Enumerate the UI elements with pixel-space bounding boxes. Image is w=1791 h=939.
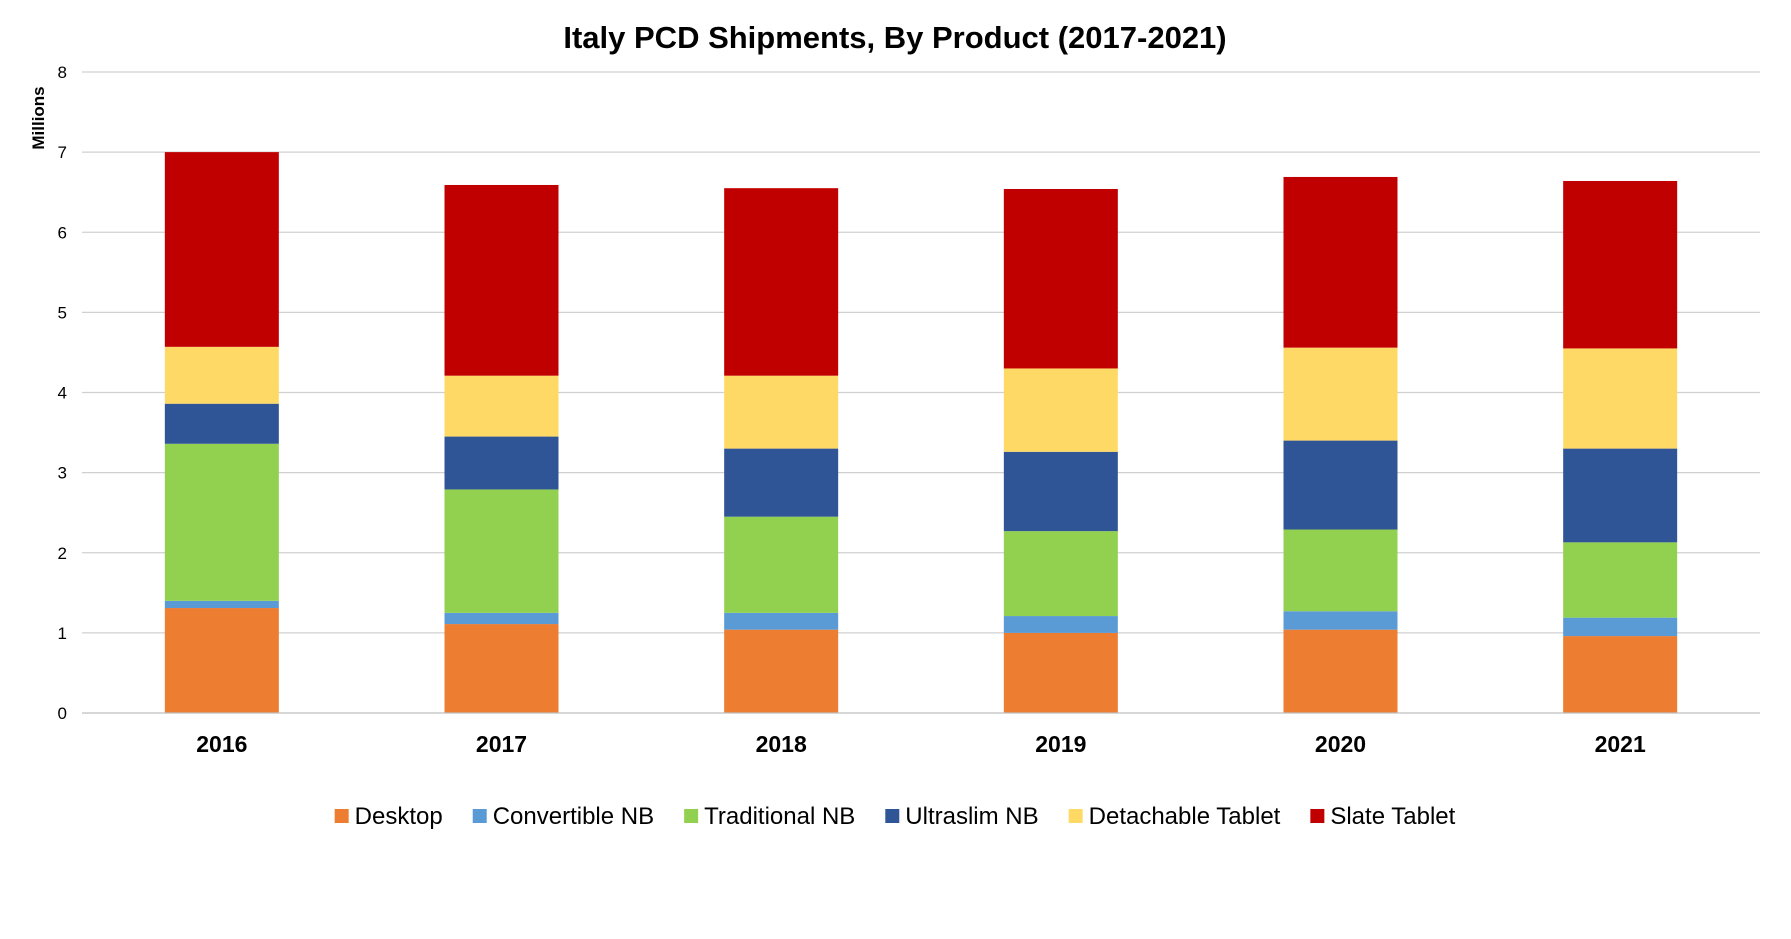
bar-segment-detachable-tablet-2017 — [444, 375, 559, 437]
x-axis-ticks: 2016 2017 2018 2019 2020 2021 — [196, 731, 1646, 757]
bar-segment-detachable-tablet-2021 — [1563, 348, 1678, 449]
bar-segment-convertible-nb-2018 — [724, 612, 839, 630]
bar-segment-traditional-nb-2018 — [724, 516, 839, 613]
x-tick-label: 2019 — [1035, 731, 1086, 757]
legend-swatch — [1310, 809, 1325, 823]
legend-label: Detachable Tablet — [1089, 803, 1281, 830]
gridlines — [82, 71, 1760, 634]
bar-segment-convertible-nb-2016 — [164, 600, 279, 609]
bar-segment-traditional-nb-2019 — [1003, 531, 1118, 617]
legend-item-convertible-nb: Convertible NB — [472, 803, 654, 830]
bar-segment-detachable-tablet-2019 — [1003, 368, 1118, 452]
x-tick-label: 2017 — [476, 731, 527, 757]
bar-segment-detachable-tablet-2016 — [164, 346, 279, 404]
legend-item-desktop: Desktop — [334, 803, 443, 830]
legend-label: Ultraslim NB — [905, 803, 1038, 830]
chart-title: Italy PCD Shipments, By Product (2017-20… — [563, 20, 1226, 55]
bar-segment-ultraslim-nb-2020 — [1283, 440, 1398, 530]
bar-segment-desktop-2017 — [444, 624, 559, 713]
bar-segment-detachable-tablet-2020 — [1283, 347, 1398, 441]
x-tick-label: 2018 — [756, 731, 807, 757]
bars — [164, 152, 1678, 713]
bar-segment-traditional-nb-2021 — [1563, 542, 1678, 618]
bar-segment-ultraslim-nb-2021 — [1563, 448, 1678, 543]
legend-swatch — [472, 809, 487, 823]
bar-segment-slate-tablet-2017 — [444, 184, 559, 376]
bar-segment-desktop-2019 — [1003, 632, 1118, 713]
bar-segment-detachable-tablet-2018 — [724, 375, 839, 449]
bar-segment-slate-tablet-2016 — [164, 152, 279, 347]
legend-label: Convertible NB — [493, 803, 654, 830]
legend-label: Slate Tablet — [1330, 803, 1455, 830]
legend: Desktop Convertible NB Traditional NB Ultra… — [334, 803, 1456, 830]
y-tick-label: 7 — [58, 143, 67, 162]
legend-swatch — [1068, 809, 1083, 823]
legend-label: Traditional NB — [704, 803, 855, 830]
y-axis-ticks: 0 1 2 3 4 5 6 7 8 — [58, 63, 67, 723]
bar-segment-ultraslim-nb-2019 — [1003, 451, 1118, 532]
bar-segment-slate-tablet-2021 — [1563, 180, 1678, 349]
bar-segment-desktop-2016 — [164, 608, 279, 713]
y-tick-label: 0 — [58, 704, 67, 723]
bar-segment-ultraslim-nb-2017 — [444, 436, 559, 490]
bar-segment-slate-tablet-2020 — [1283, 176, 1398, 348]
x-tick-label: 2020 — [1315, 731, 1366, 757]
bar-segment-convertible-nb-2020 — [1283, 611, 1398, 630]
legend-swatch — [885, 809, 900, 823]
bar-segment-ultraslim-nb-2016 — [164, 403, 279, 444]
y-tick-label: 5 — [58, 303, 67, 322]
bar-segment-slate-tablet-2018 — [724, 188, 839, 376]
bar-segment-convertible-nb-2021 — [1563, 617, 1678, 637]
x-tick-label: 2021 — [1595, 731, 1646, 757]
bar-segment-convertible-nb-2017 — [444, 612, 559, 625]
y-tick-label: 4 — [58, 384, 67, 403]
bar-segment-traditional-nb-2016 — [164, 443, 279, 601]
bar-segment-traditional-nb-2017 — [444, 489, 559, 613]
y-tick-label: 3 — [58, 464, 67, 483]
legend-item-detachable-tablet: Detachable Tablet — [1068, 803, 1281, 830]
legend-swatch — [334, 809, 349, 823]
y-tick-label: 2 — [58, 544, 67, 563]
bar-segment-desktop-2020 — [1283, 629, 1398, 713]
y-tick-label: 1 — [58, 624, 67, 643]
y-tick-label: 8 — [58, 63, 67, 82]
legend-label: Desktop — [355, 803, 443, 830]
bar-segment-convertible-nb-2019 — [1003, 616, 1118, 633]
legend-item-traditional-nb: Traditional NB — [684, 803, 855, 830]
bar-segment-desktop-2018 — [724, 629, 839, 713]
y-tick-label: 6 — [58, 223, 67, 242]
y-axis-label: Millions — [29, 86, 48, 149]
bar-segment-traditional-nb-2020 — [1283, 529, 1398, 612]
legend-swatch — [684, 809, 699, 823]
bar-segment-desktop-2021 — [1563, 636, 1678, 713]
legend-item-slate-tablet: Slate Tablet — [1310, 803, 1456, 830]
bar-segment-slate-tablet-2019 — [1003, 188, 1118, 369]
x-tick-label: 2016 — [196, 731, 247, 757]
bar-segment-ultraslim-nb-2018 — [724, 448, 839, 517]
legend-item-ultraslim-nb: Ultraslim NB — [885, 803, 1039, 830]
